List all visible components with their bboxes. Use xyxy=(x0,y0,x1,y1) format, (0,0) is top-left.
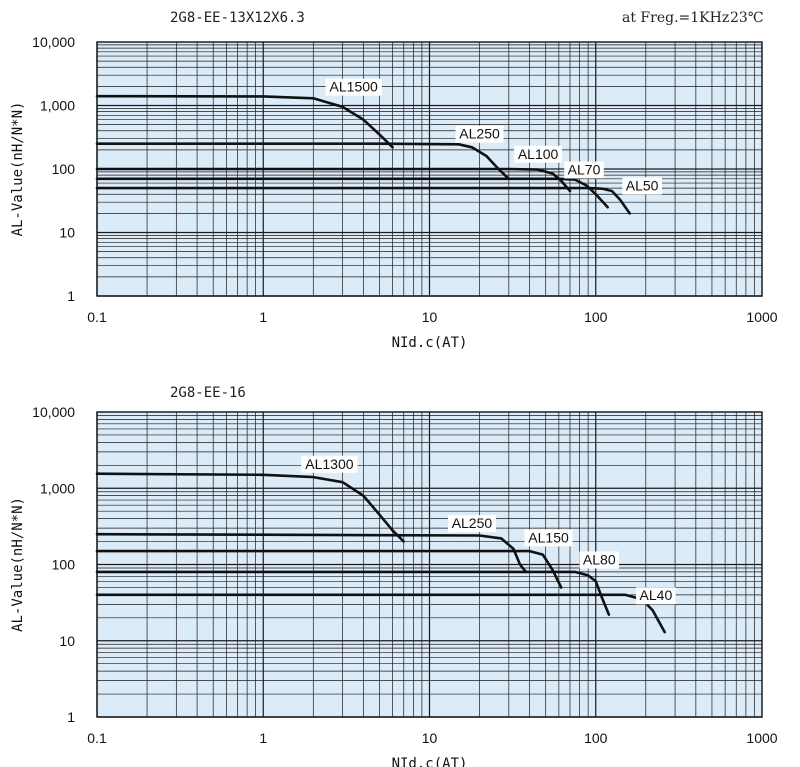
condition-label: at Freg.=1KHz xyxy=(622,10,729,26)
series-label-al80: AL80 xyxy=(583,552,616,568)
series-label-bg xyxy=(636,587,676,605)
x-tick-label: 10 xyxy=(422,309,438,325)
temperature-label: 23℃ xyxy=(730,10,763,26)
series-line-al150 xyxy=(95,549,563,589)
x-tick-label: 0.1 xyxy=(87,309,107,325)
y-tick-label: 100 xyxy=(52,557,76,573)
series-line-al1500 xyxy=(95,94,394,149)
y-tick-label: 10,000 xyxy=(32,404,75,420)
x-axis-label: NId.c(AT) xyxy=(392,335,468,351)
series-label-bg xyxy=(325,78,382,96)
x-tick-label: 10 xyxy=(422,730,438,746)
x-tick-label: 100 xyxy=(584,730,608,746)
series-label-al1500: AL1500 xyxy=(330,79,378,95)
series-label-bg xyxy=(514,145,563,163)
series-line-al1300 xyxy=(95,472,405,543)
chart-1: 2G8-EE-13X12X6.3 0.1 1 10 100 1000 1 10 100 1,000… xyxy=(10,10,778,351)
y-tick-label: 10 xyxy=(59,225,75,241)
series-label-bg xyxy=(524,529,573,547)
series-label-al250: AL250 xyxy=(452,515,493,531)
chart-title: 2G8-EE-13X12X6.3 xyxy=(170,10,305,26)
y-tick-label: 1 xyxy=(67,288,75,304)
series-label-al70: AL70 xyxy=(568,161,601,177)
series-label-al100: AL100 xyxy=(518,146,559,162)
series-label-bg xyxy=(579,551,620,569)
series-label-bg xyxy=(622,177,662,195)
chart-title: 2G8-EE-16 xyxy=(170,385,246,401)
series-line-al70 xyxy=(95,177,609,209)
y-axis-label: AL-Value(nH/N*N) xyxy=(10,497,26,632)
series-label-al50: AL50 xyxy=(626,177,659,193)
plot-border xyxy=(96,411,763,718)
series-line-al250 xyxy=(95,532,528,574)
y-tick-label: 10,000 xyxy=(32,34,75,50)
x-tick-label: 1 xyxy=(259,309,267,325)
series-label-bg xyxy=(447,515,496,533)
x-tick-label: 1000 xyxy=(746,730,777,746)
y-tick-label: 100 xyxy=(52,161,76,177)
y-tick-label: 1,000 xyxy=(40,480,75,496)
y-tick-label: 10 xyxy=(59,633,75,649)
y-tick-label: 1,000 xyxy=(40,98,75,114)
series-label-al1300: AL1300 xyxy=(305,456,353,472)
x-tick-label: 1 xyxy=(259,730,267,746)
chart-2: 2G8-EE-16 0.1 1 10 100 1000 1 10 100 1,000 10,000 N… xyxy=(10,385,778,767)
x-tick-label: 1000 xyxy=(746,309,777,325)
series-line-al80 xyxy=(95,570,611,616)
x-tick-label: 0.1 xyxy=(87,730,107,746)
series-label-al150: AL150 xyxy=(528,529,569,545)
series-line-al50 xyxy=(95,186,631,215)
series-label-bg xyxy=(564,161,604,179)
x-tick-label: 100 xyxy=(584,309,608,325)
series-line-al100 xyxy=(95,167,572,193)
series-label-al40: AL40 xyxy=(640,587,673,603)
series-label-bg xyxy=(455,125,504,143)
y-tick-label: 1 xyxy=(67,709,75,725)
y-axis-label: AL-Value(nH/N*N) xyxy=(10,102,26,237)
series-label-bg xyxy=(301,455,358,473)
series-label-al250: AL250 xyxy=(459,126,500,142)
x-axis-label: NId.c(AT) xyxy=(392,756,468,767)
